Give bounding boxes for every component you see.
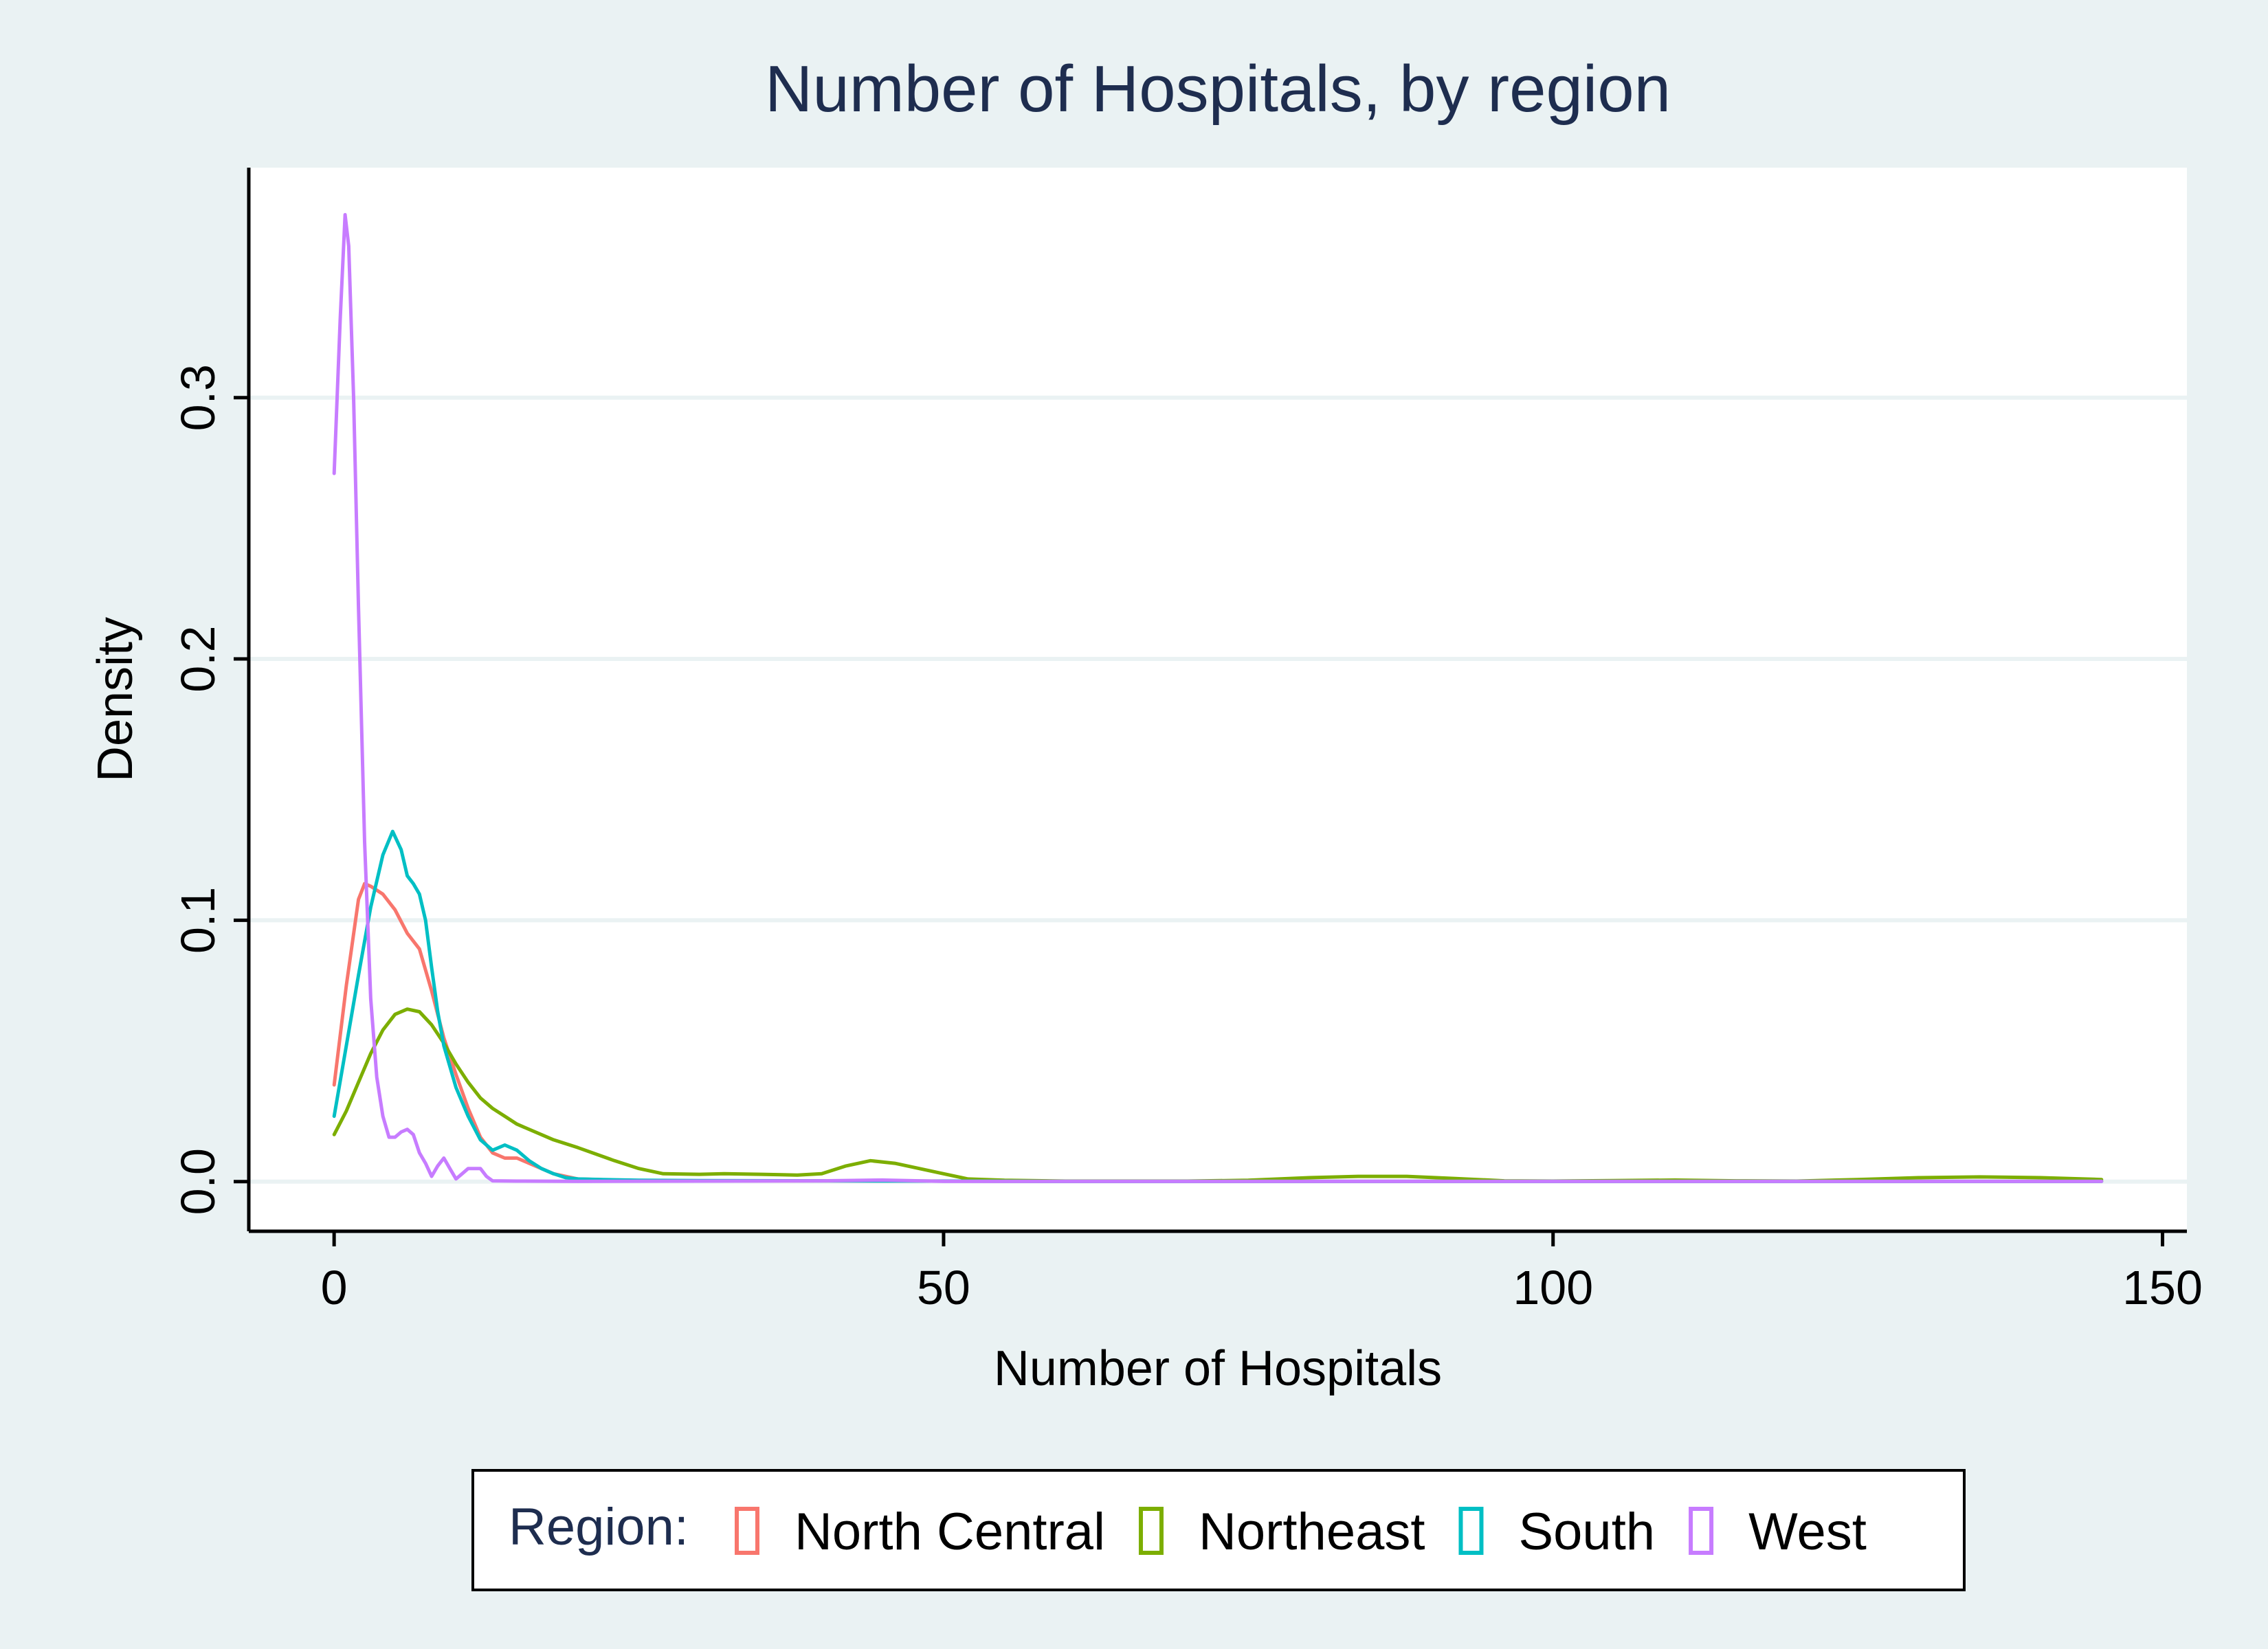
- y-axis-label: Density: [88, 617, 143, 782]
- x-tick-label: 150: [2122, 1261, 2203, 1314]
- y-tick-label: 0.3: [171, 364, 225, 431]
- legend-label-1: Northeast: [1199, 1503, 1425, 1561]
- x-axis-label: Number of Hospitals: [994, 1341, 1442, 1396]
- x-tick-label: 50: [917, 1261, 970, 1314]
- legend-label-2: South: [1518, 1503, 1655, 1561]
- series-lines: [332, 213, 2104, 1183]
- legend-items: North Central Northeast South West: [735, 1503, 1867, 1561]
- series-line-3: [332, 213, 2104, 1183]
- y-tick-label: 0.2: [171, 625, 225, 692]
- legend-key-2: [1458, 1507, 1484, 1555]
- legend-label-0: North Central: [794, 1503, 1105, 1561]
- y-ticks: 0.0 0.1 0.2 0.3: [171, 364, 249, 1215]
- y-tick-label: 0.1: [171, 887, 225, 954]
- legend-title: Region:: [509, 1498, 689, 1556]
- legend-label-3: West: [1748, 1503, 1867, 1561]
- chart-title: Number of Hospitals, by region: [765, 52, 1671, 126]
- legend-box: [471, 1469, 1966, 1591]
- legend-key-0: [735, 1507, 759, 1555]
- legend-key-3: [1689, 1507, 1714, 1555]
- x-tick-label: 0: [321, 1261, 348, 1314]
- legend: Region: North Central Northeast South West: [471, 1469, 1966, 1591]
- legend-key-1: [1138, 1507, 1164, 1555]
- x-tick-label: 100: [1513, 1261, 1593, 1314]
- y-tick-label: 0.0: [171, 1148, 225, 1215]
- plot-area: [249, 168, 2187, 1231]
- x-ticks: 0 50 100 150: [321, 1231, 2203, 1314]
